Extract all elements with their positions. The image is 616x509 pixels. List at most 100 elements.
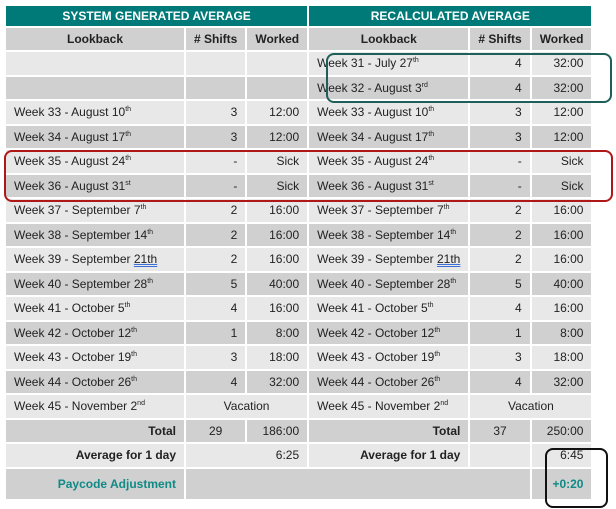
shifts-cell: 4: [186, 297, 246, 320]
worked-cell: 32:00: [531, 76, 592, 99]
shifts-cell: 2: [470, 199, 530, 222]
shifts-cell: 3: [470, 101, 530, 124]
lookback-cell: Week 40 - September 28th: [309, 272, 469, 295]
total-worked: 250:00: [531, 419, 592, 442]
shifts-cell: 1: [186, 321, 246, 344]
table-row: Week 40 - September 28th 5 40:00 Week 40 - …: [6, 272, 592, 295]
ordinal-suffix: th: [428, 155, 435, 163]
shifts-cell: -: [470, 150, 530, 173]
week-label: Week 42 - October 12: [317, 325, 435, 340]
status-cell: Vacation: [186, 395, 308, 418]
week-label: Week 38 - September 14: [14, 227, 148, 242]
lookback-cell: Week 38 - September 14th: [6, 223, 184, 246]
ordinal-suffix: th: [140, 204, 147, 212]
week-label: Week 43 - October 19: [14, 350, 132, 365]
lookback-cell: [6, 76, 184, 99]
worked-cell: 12:00: [531, 125, 592, 148]
lookback-cell: Week 44 - October 26th: [6, 370, 184, 393]
week-label: Week 35 - August 24: [14, 154, 126, 169]
week-label: Week 37 - September 7: [317, 203, 444, 218]
lookback-cell: Week 34 - August 17th: [6, 125, 184, 148]
col-lookback: Lookback: [309, 28, 469, 50]
spellcheck-word: 21th: [436, 252, 461, 267]
lookback-cell: Week 42 - October 12th: [309, 321, 469, 344]
average-table: SYSTEM GENERATED AVERAGE RECALCULATED AVE…: [4, 4, 593, 501]
worked-cell: 8:00: [247, 321, 308, 344]
table-row: Week 33 - August 10th 3 12:00 Week 33 - Aug…: [6, 101, 592, 124]
total-row: Total 29 186:00 Total 37 250:00: [6, 419, 592, 442]
week-label: Week 42 - October 12: [14, 325, 132, 340]
ordinal-suffix: th: [427, 302, 434, 310]
shifts-cell: 4: [470, 52, 530, 75]
week-label: Week 31 - July 27: [317, 56, 413, 71]
lookback-cell: Week 36 - August 31st: [6, 174, 184, 197]
week-label: Week 36 - August 31: [14, 178, 126, 193]
lookback-cell: Week 39 - September 21th: [309, 248, 469, 271]
status-cell: Vacation: [470, 395, 592, 418]
lookback-cell: Week 39 - September 21th: [6, 248, 184, 271]
week-label: Week 45 - November 2: [14, 399, 138, 414]
shifts-cell: 4: [470, 76, 530, 99]
shifts-cell: 2: [470, 248, 530, 271]
lookback-cell: Week 45 - November 2nd: [309, 395, 469, 418]
table-row: Week 41 - October 5th 4 16:00 Week 41 - Oct…: [6, 297, 592, 320]
shifts-cell: 3: [470, 346, 530, 369]
week-label: Week 45 - November 2: [317, 399, 441, 414]
shifts-cell: 2: [186, 223, 246, 246]
ordinal-suffix: th: [443, 204, 450, 212]
ordinal-suffix: th: [450, 277, 457, 285]
total-label: Total: [309, 419, 469, 442]
average-row: Average for 1 day 6:25 Average for 1 day 6:…: [6, 444, 592, 467]
worked-cell: 16:00: [531, 297, 592, 320]
week-label: Week 40 - September 28: [14, 276, 148, 291]
shifts-cell: 5: [186, 272, 246, 295]
ordinal-suffix: th: [125, 106, 132, 114]
system-generated-header: SYSTEM GENERATED AVERAGE: [6, 6, 308, 26]
col-worked: Worked: [247, 28, 308, 50]
lookback-cell: Week 33 - August 10th: [309, 101, 469, 124]
lookback-cell: Week 42 - October 12th: [6, 321, 184, 344]
ordinal-suffix: st: [428, 179, 434, 187]
table-row: Week 42 - October 12th 1 8:00 Week 42 - Oct…: [6, 321, 592, 344]
week-label: Week 41 - October 5: [14, 301, 125, 316]
shifts-cell: 4: [186, 370, 246, 393]
worked-cell: 18:00: [531, 346, 592, 369]
highlight-adjustment: [545, 448, 608, 508]
week-label: Week 43 - October 19: [317, 350, 435, 365]
worked-cell: 18:00: [247, 346, 308, 369]
worked-cell: 16:00: [247, 297, 308, 320]
worked-cell: 16:00: [531, 248, 592, 271]
lookback-cell: [6, 52, 184, 75]
worked-cell: 12:00: [247, 101, 308, 124]
worked-cell: 16:00: [247, 223, 308, 246]
worked-cell: [247, 76, 308, 99]
ordinal-suffix: th: [125, 130, 132, 138]
worked-cell: 8:00: [531, 321, 592, 344]
total-label: Total: [6, 419, 184, 442]
highlight-sick-weeks: [4, 150, 613, 202]
lookback-cell: Week 36 - August 31st: [309, 174, 469, 197]
week-label: Week 38 - September 14: [317, 227, 451, 242]
week-label: Week 44 - October 26: [14, 374, 132, 389]
ordinal-suffix: th: [147, 277, 154, 285]
lookback-cell: Week 37 - September 7th: [309, 199, 469, 222]
week-label: Week 40 - September 28: [317, 276, 451, 291]
ordinal-suffix: th: [131, 375, 138, 383]
ordinal-suffix: th: [428, 130, 435, 138]
worked-cell: 12:00: [531, 101, 592, 124]
col-shifts: # Shifts: [470, 28, 530, 50]
worked-cell: Sick: [247, 150, 308, 173]
paycode-value: +0:20: [531, 468, 592, 499]
col-shifts: # Shifts: [186, 28, 246, 50]
total-shifts: 37: [470, 419, 530, 442]
ordinal-suffix: th: [131, 326, 138, 334]
week-label: Week 32 - August 3: [317, 80, 422, 95]
ordinal-suffix: nd: [137, 400, 145, 408]
worked-cell: 40:00: [247, 272, 308, 295]
ordinal-suffix: rd: [421, 81, 428, 89]
shifts-cell: 2: [186, 248, 246, 271]
worked-cell: Sick: [531, 174, 592, 197]
shifts-cell: 1: [470, 321, 530, 344]
ordinal-suffix: st: [125, 179, 131, 187]
ordinal-suffix: nd: [440, 400, 449, 408]
